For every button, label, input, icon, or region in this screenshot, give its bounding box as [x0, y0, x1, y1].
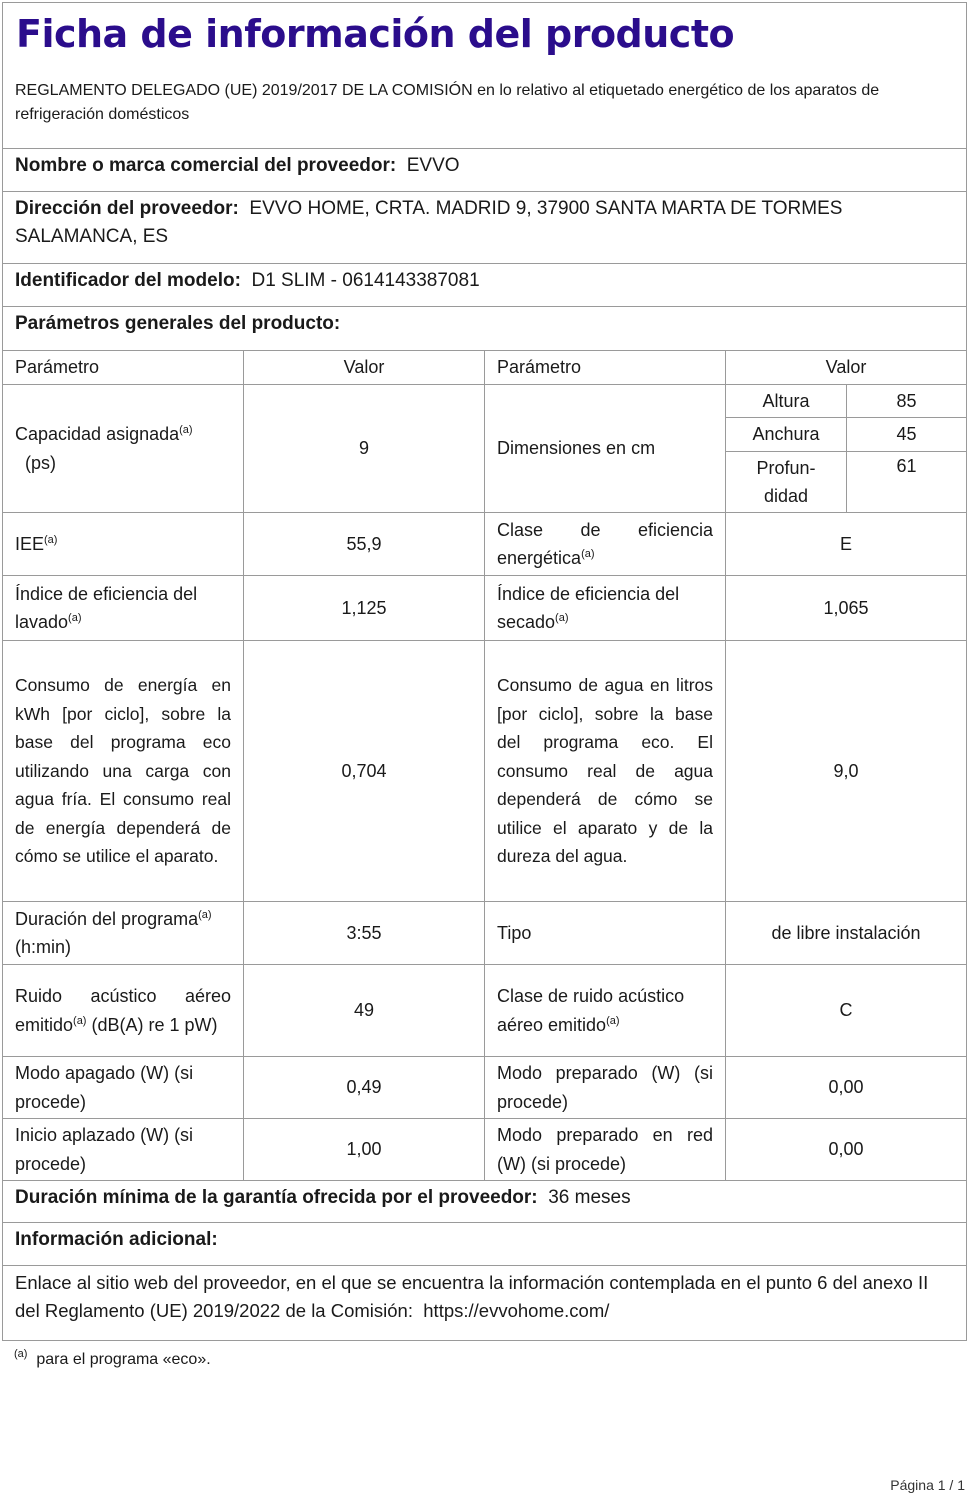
- param-label: Ruido acústico aéreo emitido(a) (dB(A) r…: [2, 964, 244, 1057]
- param-label: Clase de ruido acústico aéreo emitido(a): [484, 964, 726, 1057]
- supplier-link-text: Enlace al sitio web del proveedor, en el…: [15, 1272, 929, 1321]
- dimension-name: Anchura: [725, 417, 847, 452]
- param-value: 0,704: [243, 640, 485, 902]
- dimension-value: 85: [846, 384, 967, 418]
- general-params-label: Parámetros generales del producto:: [15, 313, 341, 334]
- table-row: Capacidad asignada(a) (ps) 9 Dimensiones…: [2, 384, 967, 513]
- param-label: Índice de eficiencia del lavado(a): [2, 575, 244, 641]
- param-value: 1,00: [243, 1118, 485, 1181]
- param-label: Clase de eficiencia energética(a): [484, 512, 726, 576]
- param-label: Índice de eficiencia del secado(a): [484, 575, 726, 641]
- param-value: E: [725, 512, 967, 576]
- regulation-text: REGLAMENTO DELEGADO (UE) 2019/2017 DE LA…: [3, 61, 966, 149]
- table-header: Parámetro Valor Parámetro Valor: [2, 350, 967, 385]
- param-label: Consumo de agua en litros [por ciclo], s…: [484, 640, 726, 902]
- param-value: 55,9: [243, 512, 485, 576]
- parameters-table: Parámetro Valor Parámetro Valor Capacida…: [2, 350, 967, 1181]
- param-label: Inicio aplazado (W) (si procede): [2, 1118, 244, 1181]
- model-id-label: Identificador del modelo:: [15, 270, 241, 291]
- table-row: Índice de eficiencia del lavado(a) 1,125…: [2, 575, 967, 641]
- model-id: D1 SLIM - 0614143387081: [251, 270, 480, 291]
- supplier-link-row: Enlace al sitio web del proveedor, en el…: [3, 1266, 966, 1340]
- table-row: Inicio aplazado (W) (si procede) 1,00 Mo…: [2, 1118, 967, 1181]
- param-value: 1,065: [725, 575, 967, 641]
- warranty-label: Duración mínima de la garantía ofrecida …: [15, 1187, 538, 1208]
- param-value: 0,00: [725, 1118, 967, 1181]
- dimension-value: 61: [846, 451, 967, 513]
- supplier-name-row: Nombre o marca comercial del proveedor: …: [3, 149, 966, 192]
- param-value: de libre instalación: [725, 901, 967, 965]
- product-information-sheet: Ficha de información del producto REGLAM…: [2, 2, 967, 1341]
- footnote-text: para el programa «eco».: [36, 1351, 211, 1368]
- dimension-value: 45: [846, 417, 967, 452]
- param-value: 49: [243, 964, 485, 1057]
- table-row: Ruido acústico aéreo emitido(a) (dB(A) r…: [2, 964, 967, 1057]
- model-id-row: Identificador del modelo: D1 SLIM - 0614…: [3, 264, 966, 307]
- supplier-address-label: Dirección del proveedor:: [15, 198, 239, 219]
- warranty-value: 36 meses: [548, 1187, 631, 1208]
- param-label: Duración del programa(a) (h:min): [2, 901, 244, 965]
- capacity-label: Capacidad asignada(a) (ps): [2, 384, 244, 513]
- table-row: Duración del programa(a) (h:min) 3:55 Ti…: [2, 901, 967, 965]
- additional-info-label: Información adicional:: [15, 1229, 218, 1250]
- param-value: 9,0: [725, 640, 967, 902]
- capacity-value: 9: [243, 384, 485, 513]
- dimensions-label: Dimensiones en cm: [484, 384, 726, 513]
- page-content: Ficha de información del producto REGLAM…: [2, 2, 969, 1371]
- param-label: Modo preparado (W) (si procede): [484, 1056, 726, 1119]
- dimension-name: Altura: [725, 384, 847, 418]
- page-number: Página 1 / 1: [890, 1477, 965, 1493]
- param-label: Tipo: [484, 901, 726, 965]
- header-parameter: Parámetro: [484, 350, 726, 385]
- header-value: Valor: [725, 350, 967, 385]
- supplier-address-row: Dirección del proveedor: EVVO HOME, CRTA…: [3, 192, 966, 264]
- table-row: Profun-didad 61: [3, 451, 967, 513]
- table-row: Consumo de energía en kWh [por ciclo], s…: [2, 640, 967, 902]
- supplier-address: EVVO HOME, CRTA. MADRID 9, 37900 SANTA M…: [15, 198, 843, 247]
- param-label: IEE(a): [2, 512, 244, 576]
- param-value: 0,49: [243, 1056, 485, 1119]
- table-row: IEE(a) 55,9 Clase de eficiencia energéti…: [2, 512, 967, 576]
- param-label: Consumo de energía en kWh [por ciclo], s…: [2, 640, 244, 902]
- supplier-name: EVVO: [406, 155, 460, 176]
- param-label: Modo apagado (W) (si procede): [2, 1056, 244, 1119]
- general-params-heading: Parámetros generales del producto:: [3, 307, 966, 350]
- table-row: Modo apagado (W) (si procede) 0,49 Modo …: [2, 1056, 967, 1119]
- warranty-row: Duración mínima de la garantía ofrecida …: [3, 1180, 966, 1223]
- additional-info-heading: Información adicional:: [3, 1223, 966, 1266]
- param-value: C: [725, 964, 967, 1057]
- param-value: 3:55: [243, 901, 485, 965]
- footnote: (a) para el programa «eco».: [14, 1349, 969, 1371]
- param-value: 0,00: [725, 1056, 967, 1119]
- param-label: Modo preparado en red (W) (si procede): [484, 1118, 726, 1181]
- dimension-name: Profun-didad: [725, 451, 847, 513]
- supplier-name-label: Nombre o marca comercial del proveedor:: [15, 155, 397, 176]
- param-value: 1,125: [243, 575, 485, 641]
- supplier-website-link[interactable]: https://evvohome.com/: [423, 1300, 610, 1321]
- header-parameter: Parámetro: [2, 350, 244, 385]
- page-title: Ficha de información del producto: [16, 12, 735, 56]
- footnote-mark: (a): [14, 1348, 28, 1360]
- header-value: Valor: [243, 350, 485, 385]
